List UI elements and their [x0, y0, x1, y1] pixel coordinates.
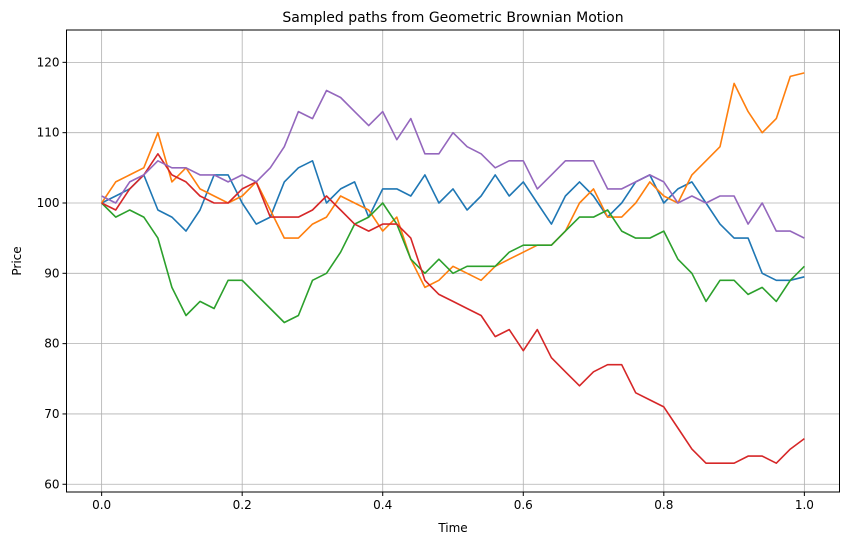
y-tick-label: 90 [44, 266, 59, 280]
axes-frame [66, 29, 840, 493]
x-tick-label: 0.4 [373, 498, 392, 512]
series-line-1 [100, 72, 805, 289]
x-tick-label: 0.8 [654, 498, 673, 512]
plot-background [66, 30, 840, 492]
ticks: 0.0 0.2 0.4 0.6 0.8 1.0 60 70 80 90 100 110 120 [37, 55, 814, 512]
y-tick-label: 110 [37, 126, 60, 140]
y-tick-label: 120 [37, 55, 60, 69]
y-tick-label: 100 [37, 196, 60, 210]
x-tick-label: 0.0 [92, 498, 111, 512]
y-tick-label: 70 [44, 407, 59, 421]
series-lines [100, 72, 805, 465]
chart-title: Sampled paths from Geometric Brownian Mo… [282, 10, 623, 26]
series-line-3 [101, 153, 805, 465]
y-tick-label: 60 [44, 477, 59, 491]
x-tick-label: 1.0 [795, 498, 814, 512]
grid [66, 30, 840, 492]
x-axis-label: Time [437, 521, 467, 535]
x-tick-label: 0.2 [233, 498, 252, 512]
x-tick-label: 0.6 [514, 498, 533, 512]
y-tick-label: 80 [44, 337, 59, 351]
series-line-2 [101, 202, 805, 324]
series-line-4 [101, 89, 805, 239]
y-axis-label: Price [10, 246, 24, 275]
